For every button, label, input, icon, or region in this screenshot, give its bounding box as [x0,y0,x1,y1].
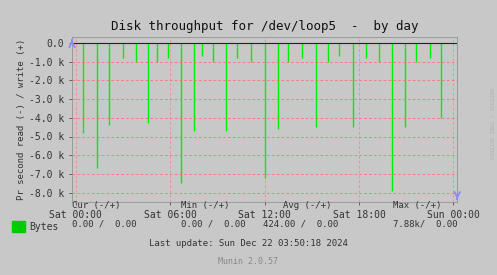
Text: Munin 2.0.57: Munin 2.0.57 [219,257,278,266]
Title: Disk throughput for /dev/loop5  -  by day: Disk throughput for /dev/loop5 - by day [111,20,418,33]
Text: 7.88k/  0.00: 7.88k/ 0.00 [393,220,457,229]
Text: Last update: Sun Dec 22 03:50:18 2024: Last update: Sun Dec 22 03:50:18 2024 [149,239,348,248]
Text: RRDTOOL / TOBI OETIKER: RRDTOOL / TOBI OETIKER [489,88,494,160]
Text: 0.00 /  0.00: 0.00 / 0.00 [72,220,137,229]
Text: Cur (-/+): Cur (-/+) [72,201,120,210]
Text: Max (-/+): Max (-/+) [393,201,441,210]
Text: Avg (-/+): Avg (-/+) [283,201,331,210]
Text: Bytes: Bytes [29,222,58,232]
Text: 424.00 /  0.00: 424.00 / 0.00 [263,220,338,229]
Text: Min (-/+): Min (-/+) [181,201,230,210]
Text: 0.00 /  0.00: 0.00 / 0.00 [181,220,246,229]
Y-axis label: Pr second read (-) / write (+): Pr second read (-) / write (+) [17,39,26,200]
